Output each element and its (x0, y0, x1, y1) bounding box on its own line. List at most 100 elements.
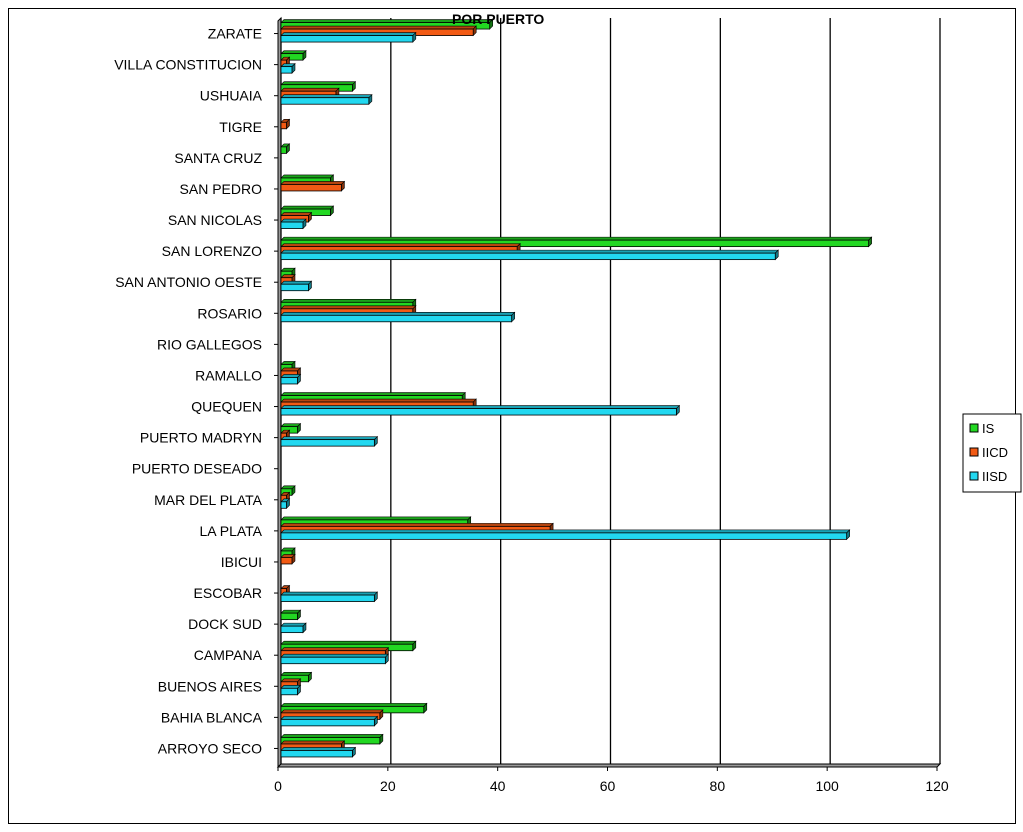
bar-front-face (280, 97, 370, 105)
bar-front-face (280, 146, 287, 154)
bar-top-face (280, 32, 417, 36)
x-tick-label: 0 (274, 778, 282, 794)
bar-top-face (280, 405, 681, 409)
labels-layer: 0 20 40 60 80 100 120 ZARATE VILLA CONSTITUCION U… (114, 26, 949, 794)
category-label: ZARATE (208, 26, 262, 42)
bar-top-face (280, 523, 554, 527)
chart-title: POR PUERTO (452, 11, 544, 27)
bar-top-face (280, 516, 472, 521)
bar-top-face (280, 747, 357, 751)
bar-front-face (280, 377, 298, 385)
bar-top-face (280, 181, 346, 185)
legend-label: IISD (982, 469, 1007, 484)
bar (280, 435, 379, 447)
bar (280, 715, 379, 727)
x-tick-label: 80 (710, 778, 726, 794)
bar-top-face (280, 529, 851, 534)
grid-layer (274, 16, 942, 771)
category-label: SANTA CRUZ (174, 150, 262, 166)
bar-top-face (280, 671, 313, 676)
bar (280, 553, 296, 565)
chart-floor (276, 763, 942, 768)
bar-top-face (280, 647, 390, 652)
bar (280, 93, 373, 105)
bar-top-face (280, 243, 521, 247)
bar-top-face (280, 305, 417, 310)
category-label: RIO GALLEGOS (157, 336, 262, 352)
bar (280, 118, 291, 130)
bar-top-face (280, 280, 313, 285)
bar-front-face (280, 53, 304, 61)
bar-top-face (280, 298, 417, 303)
x-tick-label: 120 (925, 778, 949, 794)
bar (280, 498, 291, 510)
bar-top-face (280, 653, 390, 658)
category-label: IBICUI (221, 554, 262, 570)
bar-front-face (280, 314, 513, 323)
legend-swatch (969, 423, 979, 433)
bar (280, 180, 346, 192)
x-tick-label: 100 (815, 778, 839, 794)
category-label: QUEQUEN (191, 399, 262, 415)
category-label: ARROYO SECO (158, 740, 262, 756)
bar (280, 249, 779, 261)
category-label: TIGRE (219, 119, 262, 135)
category-label: ROSARIO (197, 305, 262, 321)
bar-front-face (280, 718, 375, 727)
x-tick-label: 60 (600, 778, 616, 794)
category-label: LA PLATA (199, 523, 262, 539)
bar-top-face (280, 25, 477, 30)
bar-top-face (280, 709, 384, 714)
bar-front-face (280, 283, 309, 292)
x-tick-label: 40 (490, 778, 506, 794)
bar-front-face (280, 625, 304, 634)
bar-top-face (280, 174, 335, 179)
bar-top-face (280, 622, 307, 627)
category-label: BAHIA BLANCA (161, 709, 263, 725)
bar-top-face (280, 81, 357, 86)
bar-front-face (280, 252, 776, 261)
category-label: PUERTO MADRYN (140, 430, 262, 446)
bar-top-face (280, 740, 346, 745)
bar-front-face (280, 239, 870, 248)
legend-label: IICD (982, 445, 1008, 460)
bar (280, 143, 291, 155)
bar-front-face (280, 594, 375, 602)
bar-front-face (280, 557, 293, 565)
legend-swatch (969, 447, 979, 457)
bar-front-face (280, 121, 287, 130)
legend: IS IICD IISD (962, 413, 1022, 493)
category-label: SAN ANTONIO OESTE (115, 274, 262, 290)
bars-layer (280, 18, 873, 758)
bar-front-face (280, 35, 414, 43)
bar-front-face (280, 612, 298, 621)
category-label: SAN LORENZO (162, 243, 262, 259)
x-tick-label: 20 (380, 778, 396, 794)
bar (280, 62, 296, 74)
bar (280, 622, 307, 634)
bar-front-face (280, 750, 353, 758)
bar (280, 280, 313, 292)
bar (280, 218, 307, 230)
legend-label: IS (982, 421, 995, 436)
bar-top-face (280, 218, 307, 223)
category-label: CAMPANA (194, 647, 263, 663)
bar-top-face (280, 50, 307, 54)
bar-top-face (280, 734, 384, 738)
bar-front-face (280, 439, 375, 447)
bar (280, 746, 357, 758)
bar (280, 236, 873, 248)
bar-top-face (280, 716, 379, 720)
bar-top-face (280, 436, 379, 440)
chart-frame (8, 8, 1016, 824)
bar-front-face (280, 184, 342, 192)
bar-top-face (280, 94, 373, 99)
bar (280, 529, 851, 541)
bar-top-face (280, 392, 466, 396)
bar-front-face (280, 221, 304, 229)
bar (280, 591, 379, 603)
bar (280, 31, 417, 43)
bar-front-face (280, 532, 848, 540)
bar-top-face (280, 703, 428, 707)
